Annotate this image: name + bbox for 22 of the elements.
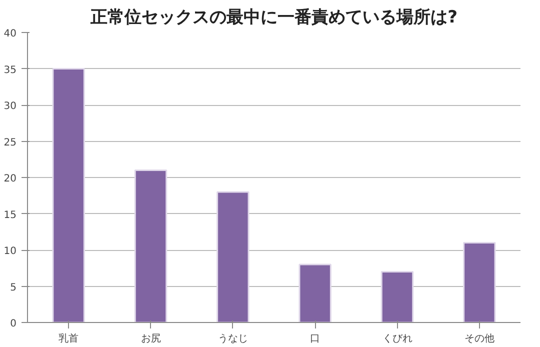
y-tick-label: 15 xyxy=(4,210,17,221)
x-tick-label: 口 xyxy=(310,334,320,344)
bar xyxy=(134,170,168,322)
chart-title: 正常位セックスの最中に一番責めている場所は? xyxy=(90,8,458,28)
bar xyxy=(463,242,496,322)
bar xyxy=(52,68,85,322)
y-tick-label: 5 xyxy=(10,282,17,294)
x-tick-label: その他 xyxy=(464,332,494,344)
y-tick-label: 30 xyxy=(4,101,17,112)
y-tick-label: 25 xyxy=(4,137,17,148)
y-tick-label: 0 xyxy=(10,318,17,330)
y-tick-label: 40 xyxy=(4,28,17,40)
y-tick-label: 20 xyxy=(4,174,17,184)
x-tick-label: くびれ xyxy=(382,334,412,344)
y-tick-label: 35 xyxy=(4,64,17,76)
bar xyxy=(298,264,332,322)
y-tick-label: 10 xyxy=(4,246,17,257)
bar xyxy=(216,191,250,322)
x-tick-label: お尻 xyxy=(140,334,161,344)
x-tick-label: 乳首 xyxy=(58,332,79,344)
x-tick-label: うなじ xyxy=(218,334,248,344)
bar xyxy=(380,271,414,322)
